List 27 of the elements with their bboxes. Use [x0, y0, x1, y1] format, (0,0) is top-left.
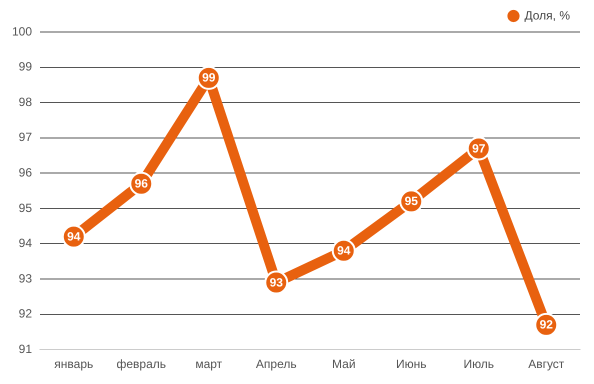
y-tick-label: 98	[18, 94, 32, 109]
y-tick-label: 99	[18, 60, 32, 74]
data-label: 99	[202, 70, 216, 85]
y-tick-label: 92	[18, 306, 32, 321]
x-tick-label: Июль	[463, 357, 494, 372]
x-tick-label: Май	[332, 357, 356, 372]
y-tick-label: 95	[18, 200, 32, 215]
data-label: 94	[67, 229, 81, 244]
y-tick-label: 97	[18, 130, 32, 144]
x-tick-label: февраль	[116, 357, 166, 372]
y-tick-label: 93	[18, 271, 32, 286]
y-tick-label: 94	[18, 236, 32, 250]
data-label: 92	[540, 318, 554, 332]
x-tick-label: январь	[54, 357, 94, 372]
data-label: 93	[270, 275, 284, 290]
x-tick-label: Апрель	[256, 357, 297, 372]
legend-label: Доля, %	[524, 8, 570, 22]
x-tick-label: Август	[528, 357, 565, 372]
data-label: 97	[472, 141, 486, 156]
x-tick-label: март	[195, 357, 223, 372]
data-label: 96	[134, 176, 148, 191]
y-tick-label: 100	[12, 24, 32, 38]
data-label: 94	[337, 244, 351, 258]
data-label: 95	[404, 194, 418, 208]
y-tick-label: 91	[18, 342, 32, 356]
y-tick-label: 96	[18, 165, 32, 180]
x-tick-label: Июнь	[396, 357, 427, 372]
